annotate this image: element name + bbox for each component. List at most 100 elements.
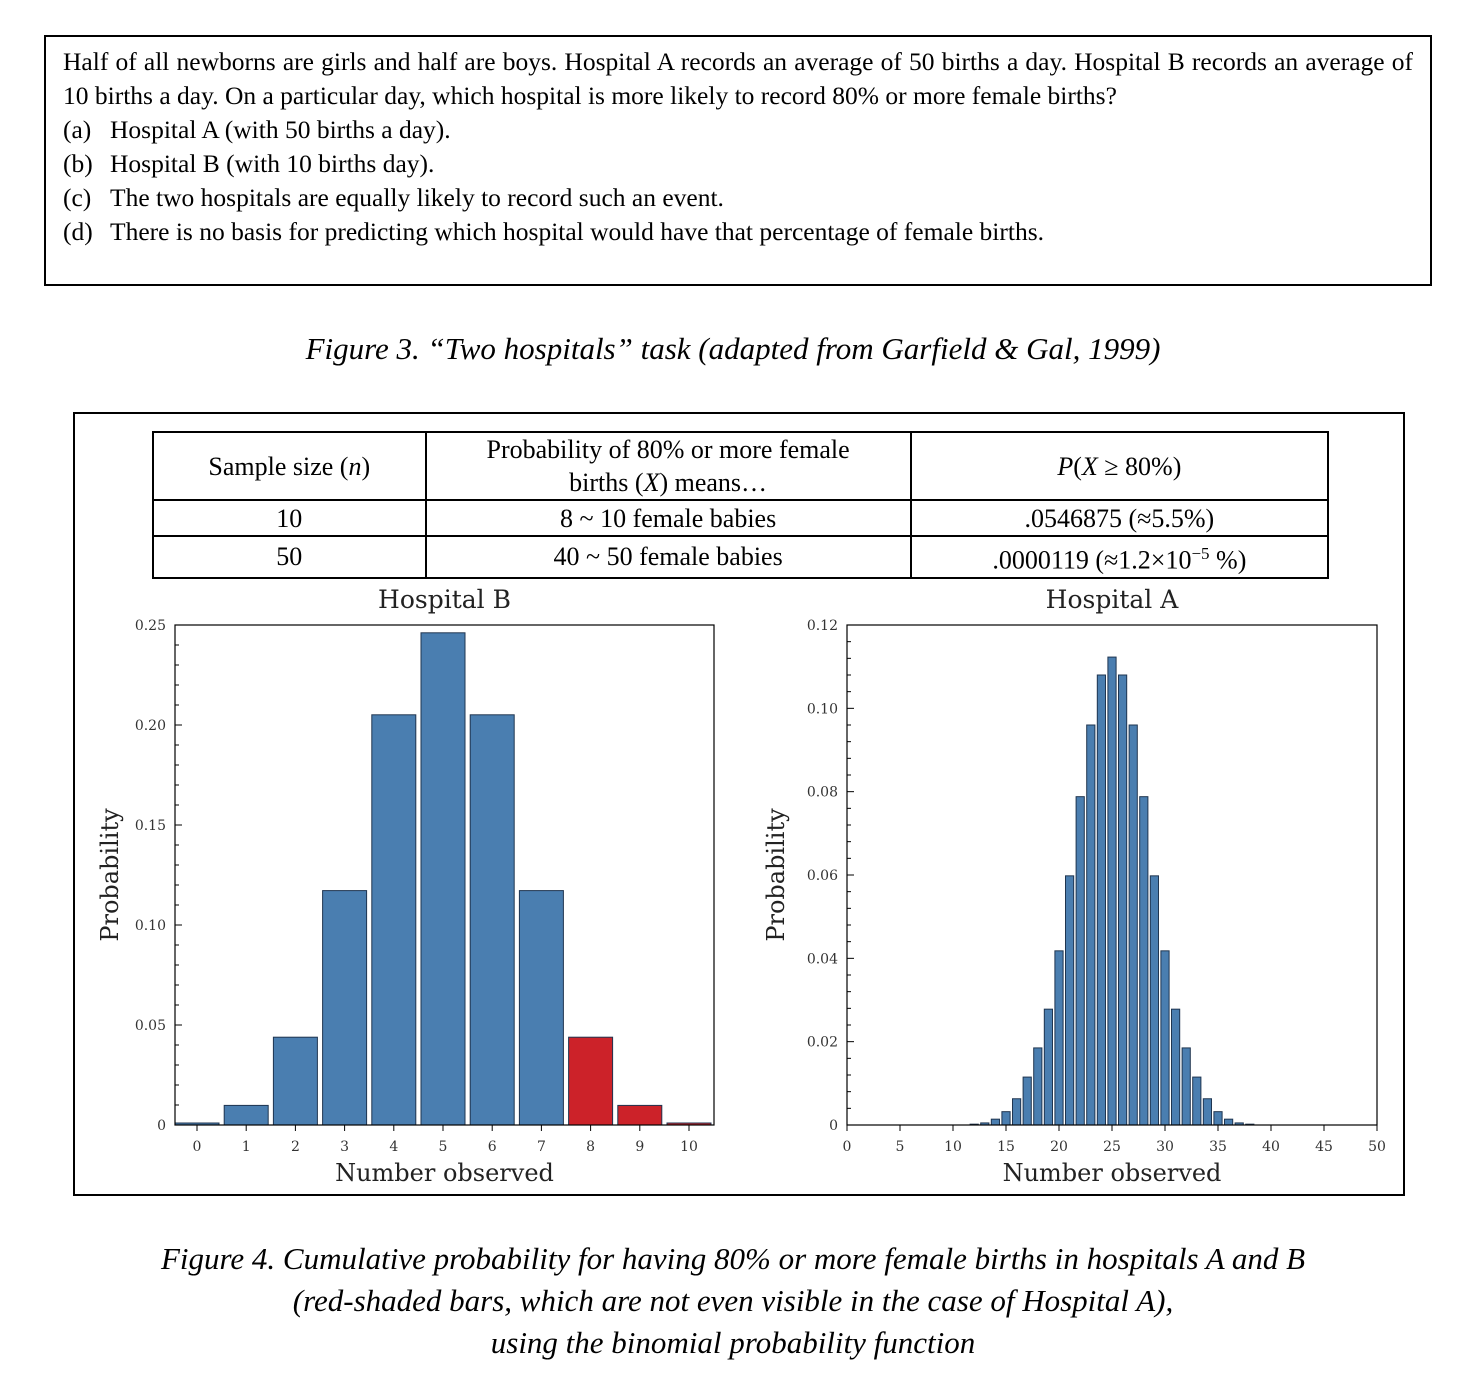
chart-bar (990, 1118, 1001, 1126)
chart-bar (1149, 875, 1159, 1126)
y-tick-label: 0.02 (807, 1035, 838, 1051)
caption-line: Figure 4. Cumulative probability for hav… (160, 1241, 1306, 1276)
x-tick-label: 10 (680, 1139, 698, 1155)
chart-bar (1086, 724, 1096, 1126)
x-tick-label: 8 (586, 1139, 595, 1155)
x-tick-label: 0 (193, 1139, 202, 1155)
x-tick-label: 30 (1156, 1139, 1174, 1155)
y-tick-label: 0.20 (135, 718, 166, 734)
y-tick-label: 0.10 (135, 918, 166, 934)
y-tick-label: 0.25 (135, 618, 166, 634)
question-box: Half of all newborns are girls and half … (44, 35, 1432, 286)
x-tick-label: 3 (340, 1139, 349, 1155)
y-tick-label: 0.08 (807, 785, 838, 801)
x-tick-label: 10 (944, 1139, 962, 1155)
option-label: (d) (63, 217, 93, 246)
table-cell: 40 ~ 50 female babies (424, 535, 912, 579)
option-text: Hospital A (with 50 births a day). (110, 115, 451, 144)
plot-frame (174, 624, 715, 1126)
x-tick-label: 2 (291, 1139, 300, 1155)
x-tick-label: 6 (488, 1139, 497, 1155)
y-axis-label: Probability (762, 808, 790, 942)
option-c: (c) The two hospitals are equally likely … (63, 181, 1413, 215)
option-text: The two hospitals are equally likely to … (110, 183, 724, 212)
y-tick-label: 0.15 (135, 818, 166, 834)
x-tick-label: 45 (1315, 1139, 1333, 1155)
y-tick-label: 0.04 (807, 951, 838, 967)
y-axis-label: Probability (96, 808, 124, 942)
chart-bar (1012, 1098, 1022, 1126)
header-probability-meaning: Probability of 80% or more female births … (424, 431, 912, 501)
x-tick-label: 4 (389, 1139, 398, 1155)
chart-bar (469, 714, 515, 1126)
y-tick-label: 0.05 (135, 1018, 166, 1034)
chart-bar (223, 1104, 269, 1126)
table-cell: .0546875 (≈5.5%) (909, 499, 1330, 537)
option-a: (a) Hospital A (with 50 births a day). (63, 113, 1413, 147)
x-tick-label: 0 (843, 1139, 852, 1155)
x-tick-label: 7 (537, 1139, 546, 1155)
chart-bar (1096, 674, 1106, 1126)
chart-bar (1001, 1111, 1011, 1126)
option-label: (c) (63, 183, 92, 212)
chart-bar (371, 714, 417, 1126)
y-tick-label: 0.06 (807, 868, 838, 884)
chart-bar (1224, 1118, 1234, 1126)
table-cell: 50 (152, 535, 427, 579)
x-axis-label: Number observed (335, 1159, 554, 1187)
x-axis-label: Number observed (1003, 1159, 1222, 1187)
chart-bar (1033, 1047, 1043, 1126)
y-tick-label: 0.12 (807, 618, 838, 634)
chart-bar (568, 1036, 614, 1126)
chart-bar (272, 1036, 318, 1126)
chart-bar (420, 632, 466, 1126)
option-d: (d) There is no basis for predicting whic… (63, 215, 1413, 249)
chart-bar (1022, 1076, 1032, 1126)
chart-bar (1171, 1008, 1181, 1126)
option-label: (b) (63, 149, 93, 178)
table-header-row: Sample size (n) Probability of 80% or mo… (152, 431, 1330, 501)
table-cell: 8 ~ 10 female babies (424, 499, 912, 537)
chart-bar (1043, 1008, 1053, 1126)
chart-bar (1202, 1098, 1212, 1126)
option-text: There is no basis for predicting which h… (110, 217, 1044, 246)
caption-line: (red-shaded bars, which are not even vis… (292, 1283, 1174, 1318)
hospital-a-chart: Hospital A 0 0.02 0.04 0.06 0.08 0.10 0.12 0 5 10 1… (762, 585, 1386, 1187)
x-tick-label: 40 (1262, 1139, 1280, 1155)
x-tick-label: 35 (1209, 1139, 1227, 1155)
chart-bar (1160, 950, 1170, 1126)
y-tick-label: 0 (157, 1118, 166, 1134)
x-tick-label: 5 (439, 1139, 448, 1155)
x-tick-label: 1 (242, 1139, 251, 1155)
option-b: (b) Hospital B (with 10 births day). (63, 147, 1413, 181)
chart-bar (322, 890, 368, 1126)
figure-4-box: Sample size (n) Probability of 80% or mo… (73, 412, 1405, 1196)
chart-bar (617, 1104, 663, 1126)
y-tick-label: 0 (829, 1118, 838, 1134)
chart-bar (1213, 1111, 1223, 1126)
chart-bar (1118, 674, 1128, 1126)
table-row: 10 8 ~ 10 female babies .0546875 (≈5.5%) (152, 499, 1330, 537)
chart-title: Hospital A (1046, 585, 1180, 614)
hospital-b-chart: Hospital B 0 0.05 0.10 0.15 0.20 0.25 0 1 2 3 4 5 6 7 8… (96, 585, 715, 1187)
x-tick-label: 25 (1103, 1139, 1121, 1155)
header-sample-size: Sample size (n) (152, 431, 427, 501)
x-tick-label: 20 (1050, 1139, 1068, 1155)
chart-bar (1192, 1076, 1202, 1126)
x-tick-label: 50 (1368, 1139, 1386, 1155)
x-tick-label: 15 (997, 1139, 1015, 1155)
table-cell: .0000119 (≈1.2×10−5 %) (909, 535, 1330, 579)
x-tick-label: 9 (635, 1139, 644, 1155)
question-stem: Half of all newborns are girls and half … (63, 47, 1413, 110)
option-label: (a) (63, 115, 92, 144)
header-p-value: P(X ≥ 80%) (909, 431, 1330, 501)
chart-bar (1128, 724, 1138, 1126)
option-text: Hospital B (with 10 births day). (110, 149, 435, 178)
caption-line: using the binomial probability function (490, 1325, 976, 1360)
table-cell: 10 (152, 499, 427, 537)
chart-bar (1054, 950, 1064, 1126)
table-row: 50 40 ~ 50 female babies .0000119 (≈1.2×… (152, 535, 1330, 579)
y-tick-label: 0.10 (807, 701, 838, 717)
figure-3-caption: Figure 3. “Two hospitals” task (adapted … (305, 331, 1161, 366)
chart-bar (1139, 796, 1149, 1126)
